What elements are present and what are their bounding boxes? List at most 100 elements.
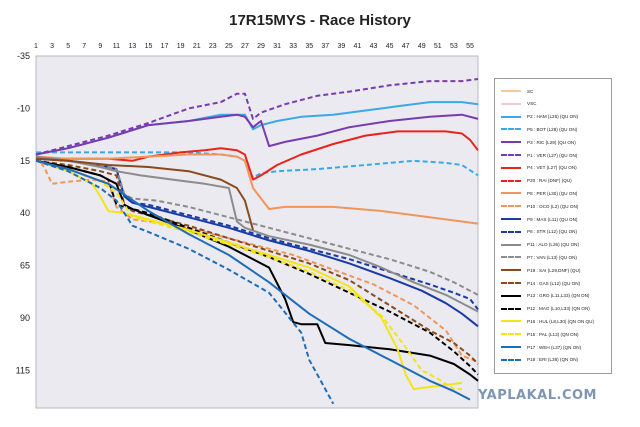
x-tick-label: 27 <box>241 43 249 50</box>
x-tick-label: 33 <box>289 43 297 50</box>
legend-item: P19 : SAI (L29,DNF) (QU) <box>501 264 580 276</box>
y-tick-label: 15 <box>20 156 30 166</box>
legend-label: P13 : GRO (L11,L33) (QN ON) <box>527 293 590 299</box>
legend-label: SC <box>527 88 534 94</box>
y-tick-label: -35 <box>17 51 30 61</box>
x-tick-label: 17 <box>161 43 169 50</box>
x-tick-label: 43 <box>370 43 378 50</box>
legend-label: VSC <box>527 101 537 107</box>
legend-label: P14 : GAS (L12) (QU ON) <box>527 280 581 286</box>
legend-label: P20 : RAI (DNF) (QU) <box>527 178 572 184</box>
legend-label: P1 : VER (L27) (QU ON) <box>527 152 578 158</box>
legend-swatch <box>501 102 521 105</box>
legend-item: P10 : OCO (L2) (QU ON) <box>501 200 578 212</box>
legend-label: P4 : VET (L27) (QU ON) <box>527 165 577 171</box>
x-tick-label: 15 <box>145 43 153 50</box>
legend-label: P2 : HAM (L26) (QU ON) <box>527 114 579 120</box>
x-tick-label: 55 <box>466 43 474 50</box>
legend-swatch <box>501 141 521 144</box>
legend-item: P11 : ALO (L26) (QU ON) <box>501 239 579 251</box>
legend-swatch <box>501 333 521 336</box>
legend-item: P1 : VER (L27) (QU ON) <box>501 149 577 161</box>
x-tick-label: 13 <box>129 43 137 50</box>
legend-swatch <box>501 307 521 310</box>
legend-item: P20 : RAI (DNF) (QU) <box>501 175 572 187</box>
y-tick-label: 115 <box>16 365 30 375</box>
series-line <box>35 153 479 225</box>
x-tick-labels: 1 3 5 7 9 11 13 15 17 19 21 23 25 27 29 31 33 35 37 39 41 43 4… <box>34 43 474 50</box>
x-tick-label: 11 <box>113 43 120 50</box>
watermark: YAPLAKAL.COM <box>478 388 597 403</box>
x-tick-label: 23 <box>209 43 217 50</box>
legend-label: P8 : PER (L30) (QU ON) <box>527 190 578 196</box>
legend-swatch <box>501 282 521 284</box>
chart-title: 17R15MYS - Race History <box>229 12 411 29</box>
y-tick-labels: -35 -10 15 40 65 90 115 <box>16 51 30 375</box>
legend-swatch <box>501 358 521 361</box>
x-tick-label: 3 <box>50 43 54 50</box>
x-tick-label: 19 <box>177 43 185 50</box>
legend-label: P10 : OCO (L2) (QU ON) <box>527 203 579 209</box>
x-tick-label: 53 <box>450 43 458 50</box>
legend-item: P7 : VAN (L13) (QU ON) <box>501 251 577 263</box>
legend-label: P5 : BOT (L28) (QU ON) <box>527 126 578 132</box>
legend-swatch <box>501 154 521 156</box>
legend-item: P8 : PER (L30) (QU ON) <box>501 187 577 199</box>
series-line <box>35 159 479 365</box>
legend-swatch <box>501 115 521 118</box>
y-tick-label: 65 <box>20 261 30 271</box>
series-line <box>35 155 479 313</box>
series-line <box>35 157 254 231</box>
x-tick-label: 41 <box>354 43 362 50</box>
x-tick-label: 1 <box>34 43 38 50</box>
x-tick-label: 49 <box>418 43 426 50</box>
series-line <box>35 155 479 296</box>
legend-item: P5 : BOT (L28) (QU ON) <box>501 123 577 135</box>
series-line <box>35 113 479 156</box>
legend-label: P7 : VAN (L13) (QU ON) <box>527 254 577 260</box>
legend-item: VSC <box>501 98 536 110</box>
x-tick-label: 5 <box>66 43 70 50</box>
legend-item: P6 : STR (L12) (QU ON) <box>501 226 577 238</box>
x-tick-label: 7 <box>82 43 86 50</box>
legend-swatch <box>501 128 521 131</box>
legend-swatch <box>501 179 521 182</box>
legend-label: P9 : MAS (L11) (QU ON) <box>527 216 578 222</box>
x-tick-label: 31 <box>273 43 281 50</box>
legend-label: P19 : SAI (L29,DNF) (QU) <box>527 267 581 273</box>
y-tick-label: 90 <box>20 313 30 323</box>
legend-item: SC <box>501 85 533 97</box>
y-tick-label: 40 <box>20 208 30 218</box>
x-tick-label: 39 <box>337 43 345 50</box>
series-line <box>35 159 335 405</box>
legend-swatch <box>501 205 521 208</box>
series-line <box>35 159 463 391</box>
legend-label: P12 : MAG (L10,L33) (QN ON) <box>527 306 590 312</box>
x-tick-label: 25 <box>225 43 233 50</box>
legend-label: P16 : HUL (L8,L30) (QN ON QU) <box>527 318 594 324</box>
legend-item: P16 : HUL (L8,L30) (QN ON QU) <box>501 315 594 327</box>
legend-label: P3 : RIC (L29) (QU ON) <box>527 139 576 145</box>
legend-label: P6 : STR (L12) (QU ON) <box>527 229 578 235</box>
series-line <box>35 159 471 401</box>
legend-swatch <box>501 192 521 195</box>
legend-swatch <box>501 218 521 220</box>
series-line <box>35 159 462 391</box>
series-line <box>36 130 479 181</box>
legend-item: P17 : WEH (L37) (QN ON) <box>501 341 581 353</box>
series-lines <box>35 78 479 405</box>
x-tick-label: 9 <box>98 43 102 50</box>
legend-item: P4 : VET (L27) (QU ON) <box>501 162 577 174</box>
x-tick-label: 37 <box>321 43 329 50</box>
x-tick-label: 51 <box>434 43 442 50</box>
legend-item: P13 : GRO (L11,L33) (QN ON) <box>501 290 589 302</box>
series-line <box>35 78 479 156</box>
x-tick-label: 21 <box>193 43 201 50</box>
legend-label: P18 : ERI (L38) (QN ON) <box>527 357 579 363</box>
legend-label: P15 : PAL (L13) (QN ON) <box>527 331 579 337</box>
legend-swatch <box>501 230 521 233</box>
legend-swatch <box>501 320 521 323</box>
legend-label: P11 : ALO (L26) (QU ON) <box>527 242 579 248</box>
legend-swatch <box>501 269 521 272</box>
